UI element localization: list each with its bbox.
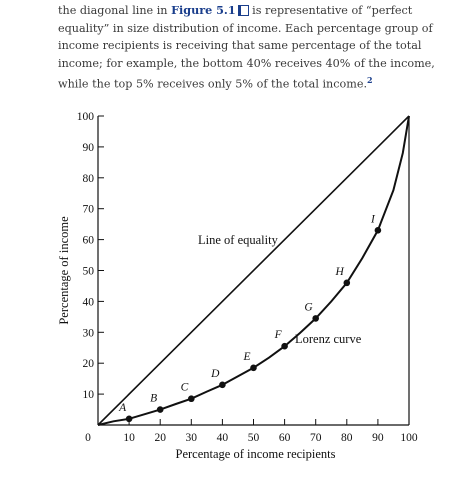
y-tick-label: 40 <box>83 296 95 308</box>
intro-text-start: the diagonal line in <box>58 4 168 17</box>
intro-paragraph: the diagonal line in Figure 5.1 is repre… <box>58 2 453 94</box>
point-label-f: F <box>274 329 283 341</box>
footnote-marker[interactable]: 2 <box>367 75 373 86</box>
chart-labels: Line of equality Lorenz curve <box>198 233 362 346</box>
point-label-a: A <box>118 402 127 414</box>
point-f <box>281 342 288 350</box>
y-tick-label: 20 <box>83 358 95 370</box>
point-label-d: D <box>210 368 220 380</box>
x-tick-label: 60 <box>279 432 291 444</box>
figure-link[interactable]: Figure 5.1 <box>171 3 249 17</box>
point-h <box>343 279 351 287</box>
x-axis-title: Percentage of income recipients <box>176 447 336 461</box>
point-b <box>156 406 164 413</box>
origin-label: 0 <box>85 432 91 444</box>
point-label-b: B <box>150 393 157 405</box>
y-tick-label: 50 <box>83 266 95 278</box>
y-tick-label: 90 <box>83 142 95 154</box>
x-tick-label: 50 <box>248 432 260 444</box>
figure-expand-icon[interactable] <box>237 5 249 16</box>
point-label-e: E <box>242 351 250 363</box>
y-tick-label: 70 <box>83 204 95 216</box>
equality-annotation: Line of equality <box>198 233 279 247</box>
point-d <box>219 381 226 389</box>
lorenz-annotation: Lorenz curve <box>295 332 362 346</box>
x-tick-label: 30 <box>186 432 198 444</box>
point-label-h: H <box>334 266 344 278</box>
y-tick-label: 100 <box>77 111 95 123</box>
y-tick-label: 30 <box>83 327 95 339</box>
point-g <box>312 315 320 322</box>
y-tick-label: 10 <box>83 389 95 401</box>
y-tick-label: 60 <box>83 235 95 247</box>
equality-line <box>97 115 410 426</box>
y-axis-title: Percentage of income <box>57 216 71 325</box>
x-tick-label: 100 <box>400 432 418 444</box>
x-tick-label: 90 <box>372 432 384 444</box>
x-tick-label: 40 <box>217 432 229 444</box>
chart-ticks: 10 20 30 40 50 60 70 80 90 100 10 20 30 40 50 60 70 80 90 1… <box>57 111 418 461</box>
chart-points: A B C D E F G H I <box>118 213 382 423</box>
x-tick-label: 10 <box>123 432 135 444</box>
point-c <box>188 395 195 403</box>
x-tick-label: 20 <box>154 432 166 444</box>
point-a <box>125 415 133 423</box>
lorenz-curve-line <box>97 115 410 426</box>
point-i <box>374 227 382 234</box>
point-label-i: I <box>370 213 376 225</box>
figure-link-label: Figure 5.1 <box>171 3 236 17</box>
x-tick-label: 80 <box>341 432 353 444</box>
y-tick-label: 80 <box>83 173 95 185</box>
intro-text-rest: “perfect equality” in size distribution … <box>58 4 435 92</box>
chart-series <box>97 115 410 426</box>
point-e <box>250 364 257 372</box>
x-tick-label: 70 <box>310 432 322 444</box>
point-label-c: C <box>181 382 189 394</box>
point-label-g: G <box>304 301 313 313</box>
intro-text-mid: is representative of <box>252 4 363 17</box>
